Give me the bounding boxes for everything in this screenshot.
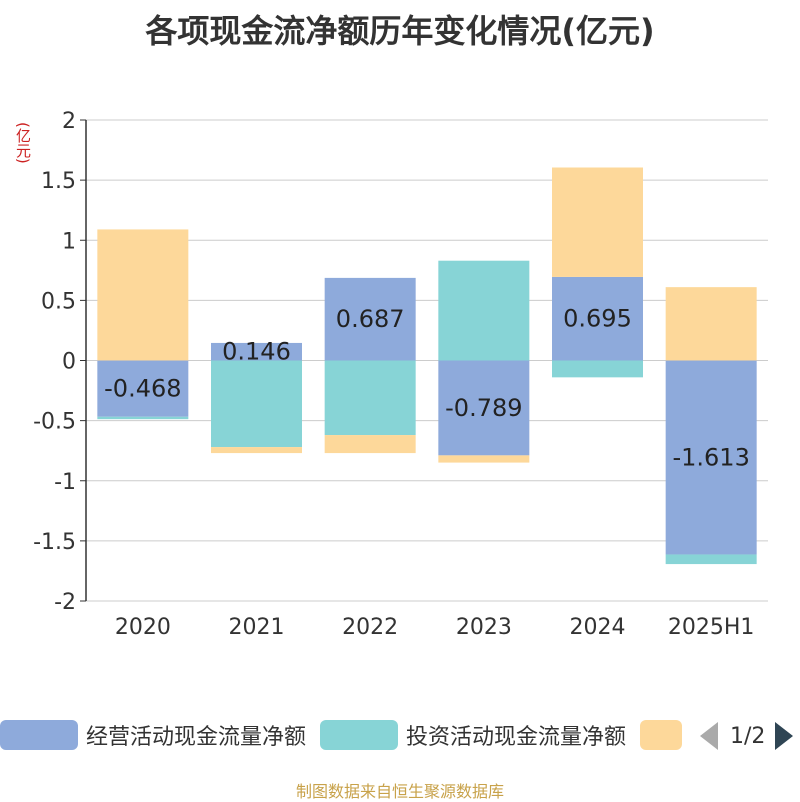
y-tick-label: 1.5	[41, 169, 76, 194]
bar-segment	[97, 360, 189, 417]
legend-next-page-icon[interactable]	[775, 722, 794, 750]
data-label: 0.687	[336, 305, 405, 333]
x-tick-label: 2022	[342, 615, 398, 640]
legend-label-investing: 投资活动现金流量净额	[406, 725, 627, 750]
legend-item-third[interactable]	[640, 718, 690, 752]
data-label: 0.146	[222, 338, 291, 366]
legend-swatch-operating	[0, 720, 78, 750]
bar-segment	[324, 277, 416, 361]
y-tick-label: 0.5	[41, 289, 76, 314]
y-tick-label: -0.5	[33, 410, 76, 435]
bar-segment	[211, 360, 302, 448]
legend-page-indicator: 1/2	[730, 723, 766, 749]
x-tick-label: 2025H1	[668, 615, 755, 640]
legend-item-operating[interactable]: 经营活动现金流量净额	[0, 718, 306, 752]
x-tick-label: 2024	[570, 615, 626, 640]
y-tick-label: 2	[62, 109, 76, 134]
data-label: -1.613	[672, 443, 749, 471]
legend: 经营活动现金流量净额 投资活动现金流量净额 1/2	[0, 716, 800, 756]
bar-segment	[552, 276, 643, 361]
legend-item-investing[interactable]: 投资活动现金流量净额	[320, 718, 626, 752]
bar-segment	[665, 554, 757, 565]
legend-prev-page-icon[interactable]	[700, 722, 718, 750]
cash-flow-chart: 2 1.5 1 0.5 0 -0.5 -1 -1.5 -2 2020 -0.468 2021 0.146…	[33, 109, 768, 640]
data-label: -0.468	[104, 375, 181, 403]
data-source-footer: 制图数据来自恒生聚源数据库	[295, 782, 504, 801]
bar-segment	[552, 167, 643, 277]
y-axis-unit-label: (亿元)	[14, 122, 32, 164]
x-tick-label: 2020	[115, 615, 171, 640]
x-tick-label: 2023	[456, 615, 512, 640]
y-tick-label: 1	[62, 229, 76, 254]
bar-segment	[438, 360, 530, 456]
legend-pager: 1/2	[700, 722, 794, 750]
bar-segment	[97, 416, 189, 420]
bar-segment	[324, 435, 416, 454]
x-tick-label: 2021	[229, 615, 285, 640]
y-tick-label: -1.5	[33, 530, 76, 555]
bar-segment	[211, 342, 302, 361]
bar-segment	[438, 455, 530, 463]
legend-swatch-investing	[320, 720, 398, 750]
chart-title: 各项现金流净额历年变化情况(亿元)	[145, 12, 655, 50]
data-label: -0.789	[445, 394, 522, 422]
y-tick-label: -1	[54, 470, 76, 495]
y-tick-label: 0	[62, 350, 76, 375]
bar-segment	[97, 229, 189, 361]
bar-segment	[211, 447, 302, 454]
bar-segment	[324, 360, 416, 436]
y-tick-label: -2	[54, 590, 76, 615]
legend-label-operating: 经营活动现金流量净额	[86, 725, 307, 750]
bar-segment	[438, 260, 530, 361]
bar-segment	[665, 287, 757, 361]
bar-segment	[552, 360, 643, 378]
data-label: 0.695	[563, 305, 632, 333]
bar-segment	[665, 360, 757, 555]
legend-swatch-third	[640, 720, 682, 750]
